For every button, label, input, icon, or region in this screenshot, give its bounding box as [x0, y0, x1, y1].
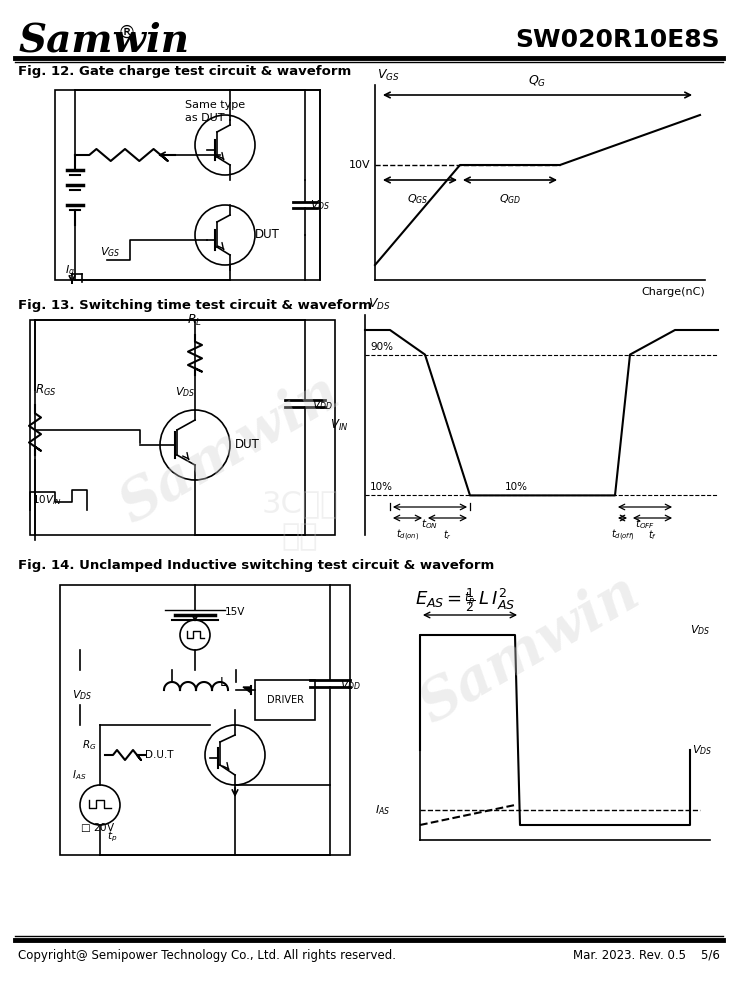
Text: Samwin: Samwin	[410, 565, 649, 735]
Text: Same type: Same type	[185, 100, 245, 110]
Text: Samwin: Samwin	[111, 365, 350, 535]
Text: $t_{OFF}$: $t_{OFF}$	[635, 517, 655, 531]
Text: $t_f$: $t_f$	[648, 528, 657, 542]
Text: DRIVER: DRIVER	[266, 695, 303, 705]
Text: Copyright@ Semipower Technology Co., Ltd. All rights reserved.: Copyright@ Semipower Technology Co., Ltd…	[18, 948, 396, 962]
Text: $t_p$: $t_p$	[107, 830, 117, 844]
Text: $V_{DS}$: $V_{DS}$	[692, 743, 712, 757]
Text: $V_{DS}$: $V_{DS}$	[175, 385, 196, 399]
Text: 10%: 10%	[505, 482, 528, 492]
Text: $V_{DS}$: $V_{DS}$	[72, 688, 92, 702]
Text: $V_{DS}$: $V_{DS}$	[368, 297, 390, 312]
Text: Fig. 12. Gate charge test circuit & waveform: Fig. 12. Gate charge test circuit & wave…	[18, 66, 351, 79]
Text: $I_g$: $I_g$	[65, 264, 75, 280]
Text: $V_{GS}$: $V_{GS}$	[100, 245, 120, 259]
Text: $t_{d(on)}$: $t_{d(on)}$	[396, 528, 419, 543]
Text: DUT: DUT	[235, 438, 260, 452]
Text: L: L	[220, 676, 227, 688]
Text: $□$ 20V: $□$ 20V	[80, 822, 115, 834]
Text: $V_{IN}$: $V_{IN}$	[330, 417, 348, 433]
Text: Charge(nC): Charge(nC)	[641, 287, 705, 297]
Text: D.U.T: D.U.T	[145, 750, 173, 760]
Text: $Q_G$: $Q_G$	[528, 74, 547, 89]
Text: DUT: DUT	[255, 229, 280, 241]
Text: Fig. 13. Switching time test circuit & waveform: Fig. 13. Switching time test circuit & w…	[18, 298, 372, 312]
Text: SW020R10E8S: SW020R10E8S	[515, 28, 720, 52]
Text: $t_p$: $t_p$	[464, 590, 476, 607]
Text: $I_{AS}$: $I_{AS}$	[72, 768, 86, 782]
Text: $V_{GS}$: $V_{GS}$	[377, 68, 399, 83]
Text: $I_{AS}$: $I_{AS}$	[375, 803, 390, 817]
Bar	[55, 90, 320, 280]
Text: $V_{DS}$: $V_{DS}$	[310, 198, 331, 212]
Bar	[60, 585, 350, 855]
Text: $V_{DD}$: $V_{DD}$	[312, 398, 333, 412]
Text: as DUT: as DUT	[185, 113, 224, 123]
Text: $R_G$: $R_G$	[82, 738, 97, 752]
Text: Samwin: Samwin	[18, 21, 189, 59]
Text: 10%: 10%	[370, 482, 393, 492]
Text: $E_{AS} = \frac{1}{2}\, L\, I_{AS}^2$: $E_{AS} = \frac{1}{2}\, L\, I_{AS}^2$	[415, 586, 515, 614]
Text: $t_r$: $t_r$	[443, 528, 452, 542]
Text: 15V: 15V	[225, 607, 245, 617]
Text: 3C认证
保护: 3C认证 保护	[261, 489, 339, 551]
Text: 90%: 90%	[370, 342, 393, 352]
Text: Fig. 14. Unclamped Inductive switching test circuit & waveform: Fig. 14. Unclamped Inductive switching t…	[18, 558, 494, 572]
Bar	[255, 680, 315, 720]
Text: $R_{GS}$: $R_{GS}$	[35, 382, 57, 398]
Text: $Q_{GD}$: $Q_{GD}$	[499, 192, 521, 206]
Bar	[30, 320, 335, 535]
Text: $10V_{IN}$: $10V_{IN}$	[32, 493, 62, 507]
Text: $R_L$: $R_L$	[187, 312, 202, 328]
Text: $V_{DD}$: $V_{DD}$	[340, 678, 361, 692]
Text: Mar. 2023. Rev. 0.5    5/6: Mar. 2023. Rev. 0.5 5/6	[573, 948, 720, 962]
Text: $t_{ON}$: $t_{ON}$	[421, 517, 438, 531]
Text: ®: ®	[118, 24, 136, 42]
Polygon shape	[243, 687, 251, 693]
Text: $Q_{GS}$: $Q_{GS}$	[407, 192, 428, 206]
Text: 10V: 10V	[348, 160, 370, 170]
Text: $V_{DS}$: $V_{DS}$	[690, 623, 710, 637]
Text: $t_{d(off)}$: $t_{d(off)}$	[610, 528, 635, 543]
